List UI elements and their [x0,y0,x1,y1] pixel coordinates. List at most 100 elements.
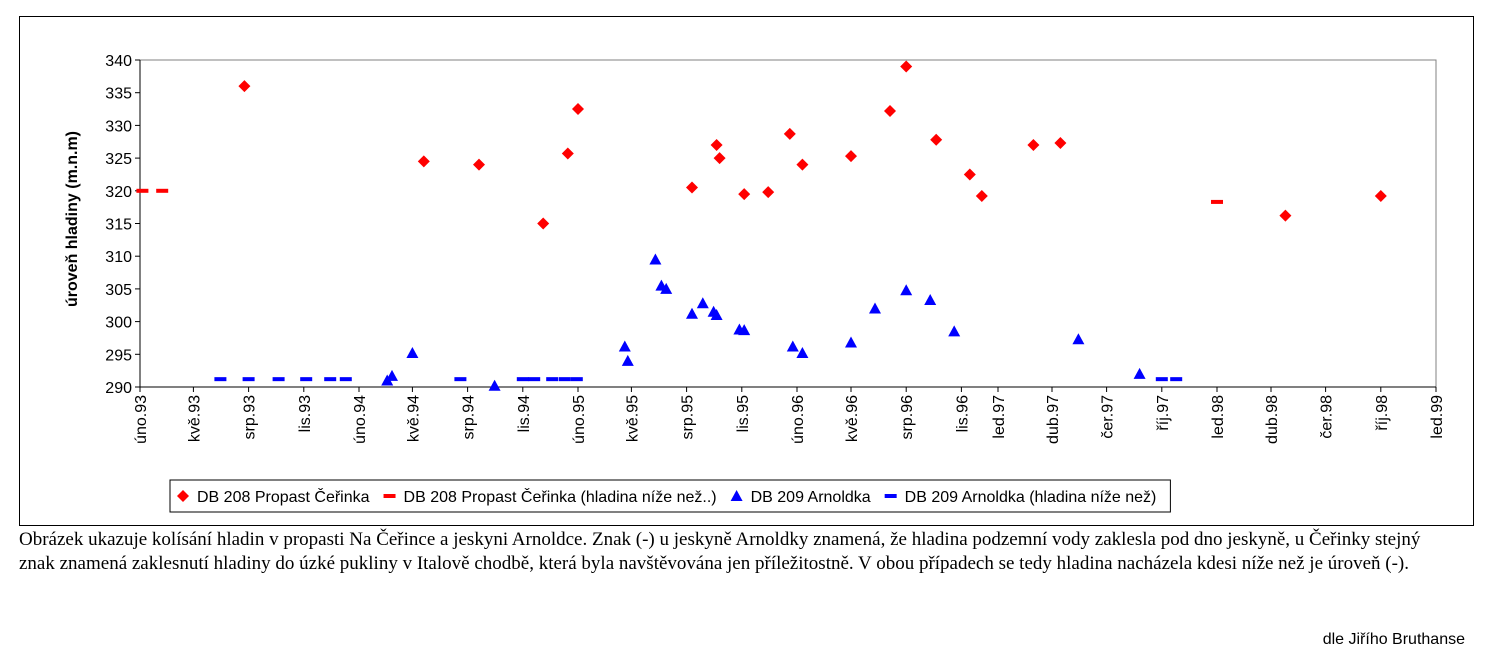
y-tick-label: 315 [105,217,132,234]
y-tick-label: 340 [105,53,132,70]
legend-entry: DB 208 Propast Čeřinka (hladina níže než… [404,487,717,506]
series-arnoldka-below-mark [1170,377,1183,382]
x-tick-label: lis.93 [297,395,314,432]
y-tick-label: 310 [105,249,132,266]
x-tick-label: kvě.94 [405,395,422,442]
legend-entry: DB 208 Propast Čeřinka [197,487,370,506]
x-tick-label: dub.98 [1264,395,1281,444]
series-cerinka-point [796,158,809,171]
series-cerinka-point [884,105,896,118]
x-tick-label: srp.96 [899,395,916,440]
series-arnoldka-point [1072,333,1085,345]
legend-marker [730,490,743,501]
series-cerinka-point [1054,137,1067,150]
legend-entry: DB 209 Arnoldka (hladina níže než) [905,489,1157,506]
series-arnoldka-below-mark [300,377,313,382]
x-tick-label: led.97 [991,395,1008,439]
y-tick-label: 305 [105,282,132,299]
legend: DB 208 Propast Čeřinka DB 208 Propast Čeř… [169,479,1171,513]
water-level-chart: 290 295 300 305 310 315 320 325 330 335 340 úno.93… [64,53,1446,513]
legend-marker [177,490,189,502]
series-cerinka-below-mark [136,188,149,193]
series-arnoldka-point [406,346,419,358]
x-tick-label: říj.98 [1374,395,1391,431]
x-tick-label: lis.94 [516,395,533,432]
series-arnoldka-below-mark [272,377,285,382]
series-cerinka-point [930,133,943,146]
x-tick-label: kvě.95 [624,395,641,442]
series-arnoldka-point [618,340,631,352]
series-cerinka-point [473,158,485,171]
data-marks [136,60,1387,391]
y-tick-label: 330 [105,118,132,135]
series-cerinka-point [738,188,751,201]
series-arnoldka-point [710,309,723,321]
series-arnoldka-below-mark [570,377,583,382]
y-tick-label: 325 [105,151,132,168]
legend-box [169,479,1171,513]
series-arnoldka-below-mark [454,377,467,382]
series-arnoldka-point [786,340,799,352]
plot-area [139,59,1437,388]
series-cerinka-below-mark [156,188,169,193]
x-tick-label: říj.97 [1155,395,1172,431]
series-arnoldka-point [686,307,698,319]
series-arnoldka-point [488,379,501,391]
series-arnoldka-point [660,282,673,294]
series-cerinka-point [900,60,913,73]
series-arnoldka-point [845,336,857,348]
series-cerinka-point [417,155,430,168]
x-tick-label: lis.95 [735,395,752,432]
series-cerinka-point [1279,209,1292,222]
x-tick-label: lis.96 [954,395,971,432]
series-arnoldka-point [386,369,398,381]
x-axis: úno.93 kvě.93 srp.93 lis.93 úno.94 kvě.94 srp.… [133,386,1446,444]
series-arnoldka-below-mark [324,377,337,382]
series-cerinka-point [1374,190,1387,203]
series-cerinka-point [963,168,976,181]
y-tick-label: 295 [105,347,132,364]
x-tick-label: srp.95 [680,395,697,440]
series-arnoldka-point [869,302,881,314]
x-tick-label: led.99 [1429,395,1446,439]
series-arnoldka-below-mark [242,377,255,382]
y-tick-label: 300 [105,315,132,332]
x-tick-label: kvě.93 [186,395,203,442]
x-tick-label: čer.98 [1319,395,1336,439]
series-arnoldka-below-mark [516,377,529,382]
series-arnoldka-below-mark [339,377,352,382]
figure-caption: Obrázek ukazuje kolísání hladin v propas… [19,529,1421,574]
series-arnoldka-point [948,325,961,337]
y-axis-label: úroveň hladiny (m.n.m) [64,131,81,307]
x-tick-label: srp.94 [461,395,478,440]
series-arnoldka-point [649,253,662,265]
series-arnoldka-point [796,346,809,358]
x-tick-label: úno.93 [133,395,150,444]
series-cerinka-point [238,80,251,93]
y-tick-label: 335 [105,86,132,103]
series-cerinka-point [1027,139,1040,152]
plot-border [139,59,1437,388]
x-tick-label: kvě.96 [844,395,861,442]
series-cerinka-point [762,186,775,199]
series-arnoldka-below-mark [546,377,559,382]
series-arnoldka-point [900,284,913,296]
series-cerinka-point [572,103,584,116]
y-tick-label: 320 [105,184,132,201]
x-tick-label: dub.97 [1045,395,1062,444]
series-arnoldka-below-mark [214,377,227,382]
x-tick-label: úno.95 [571,395,588,444]
y-tick-label: 290 [105,380,132,397]
series-arnoldka-point [621,354,634,366]
series-cerinka-point [975,190,988,203]
series-cerinka-point [713,152,726,165]
series-arnoldka-point [924,294,937,306]
x-tick-label: úno.94 [352,395,369,444]
legend-entry: DB 209 Arnoldka [751,489,871,506]
series-arnoldka-point [738,324,751,336]
series-arnoldka-below-mark [558,377,571,382]
series-cerinka-point [783,127,796,140]
series-cerinka-point [561,147,574,160]
series-cerinka-point [686,181,698,194]
series-arnoldka-below-mark [528,377,541,382]
